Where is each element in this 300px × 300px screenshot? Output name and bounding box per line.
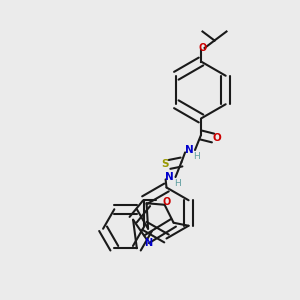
Text: S: S [161,159,169,170]
Text: H: H [194,152,200,160]
Text: H: H [174,178,181,188]
Text: O: O [212,133,221,143]
Text: N: N [144,238,152,248]
Text: N: N [184,145,194,155]
Text: O: O [198,43,207,53]
Text: N: N [165,172,174,182]
Text: O: O [163,197,171,207]
